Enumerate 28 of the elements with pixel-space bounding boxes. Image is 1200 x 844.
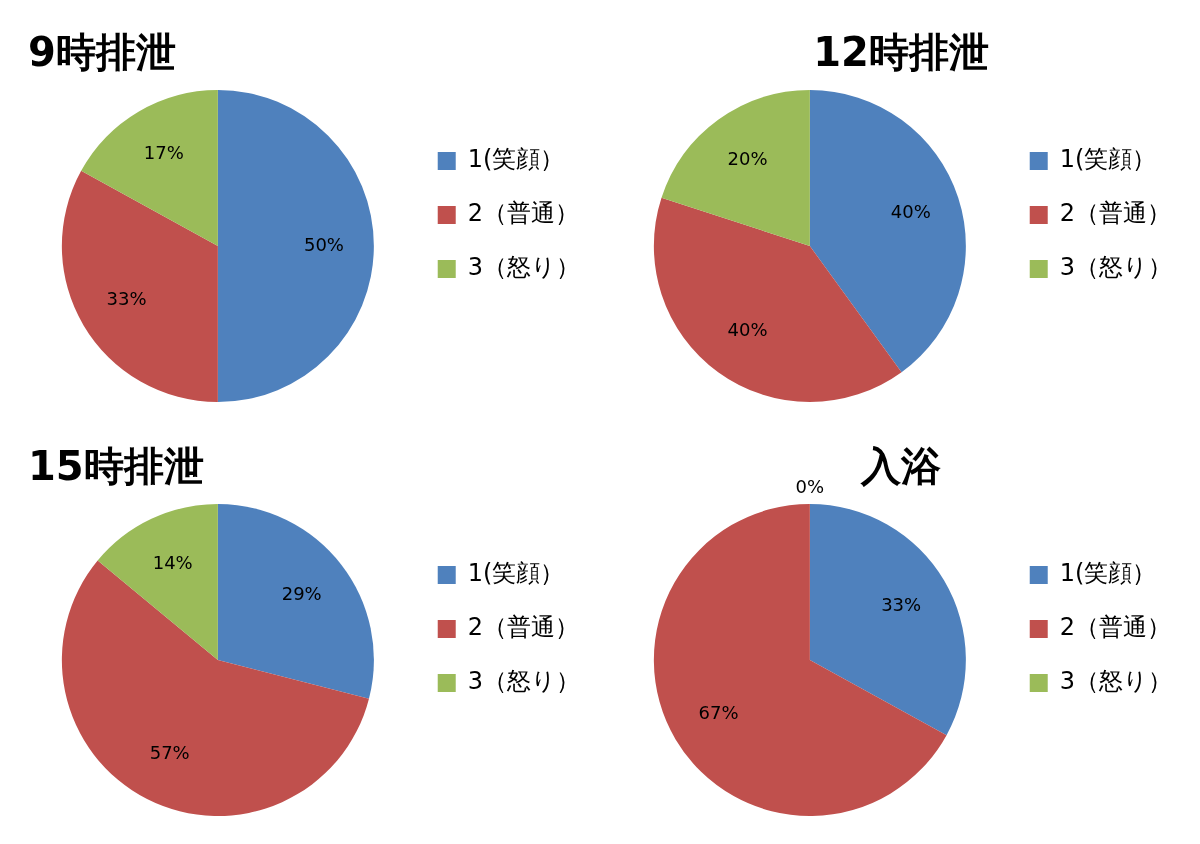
data-label: 29% xyxy=(281,582,322,604)
legend-label: 1(笑顔） xyxy=(1059,145,1157,174)
legend-label: 2（普通） xyxy=(467,613,580,642)
data-label: 17% xyxy=(143,142,184,164)
data-label: 40% xyxy=(727,319,768,341)
legend-label: 2（普通） xyxy=(1059,613,1172,642)
legend-label: 3（怒り） xyxy=(1059,667,1173,696)
chart-title: 入浴 xyxy=(860,443,941,490)
data-label: 33% xyxy=(106,287,147,309)
legend-label: 1(笑顔） xyxy=(467,559,565,588)
legend-label: 2（普通） xyxy=(1059,199,1172,228)
legend-label: 3（怒り） xyxy=(467,667,581,696)
legend-label: 1(笑顔） xyxy=(1059,559,1157,588)
data-label: 50% xyxy=(303,233,344,255)
legend-label: 1(笑顔） xyxy=(467,145,565,174)
data-label: 40% xyxy=(890,200,931,222)
legend-label: 3（怒り） xyxy=(1059,253,1173,282)
data-label: 14% xyxy=(152,551,193,573)
chart-title: 9時排泄 xyxy=(28,29,176,76)
chart-title: 15時排泄 xyxy=(28,443,204,490)
data-label: 67% xyxy=(698,701,739,723)
data-label: 33% xyxy=(881,593,922,615)
data-label: 20% xyxy=(727,147,768,169)
legend-label: 2（普通） xyxy=(467,199,580,228)
legend-label: 3（怒り） xyxy=(467,253,581,282)
data-label: 57% xyxy=(149,742,190,764)
text: 0% xyxy=(795,475,825,497)
chart-title: 12時排泄 xyxy=(813,29,989,76)
